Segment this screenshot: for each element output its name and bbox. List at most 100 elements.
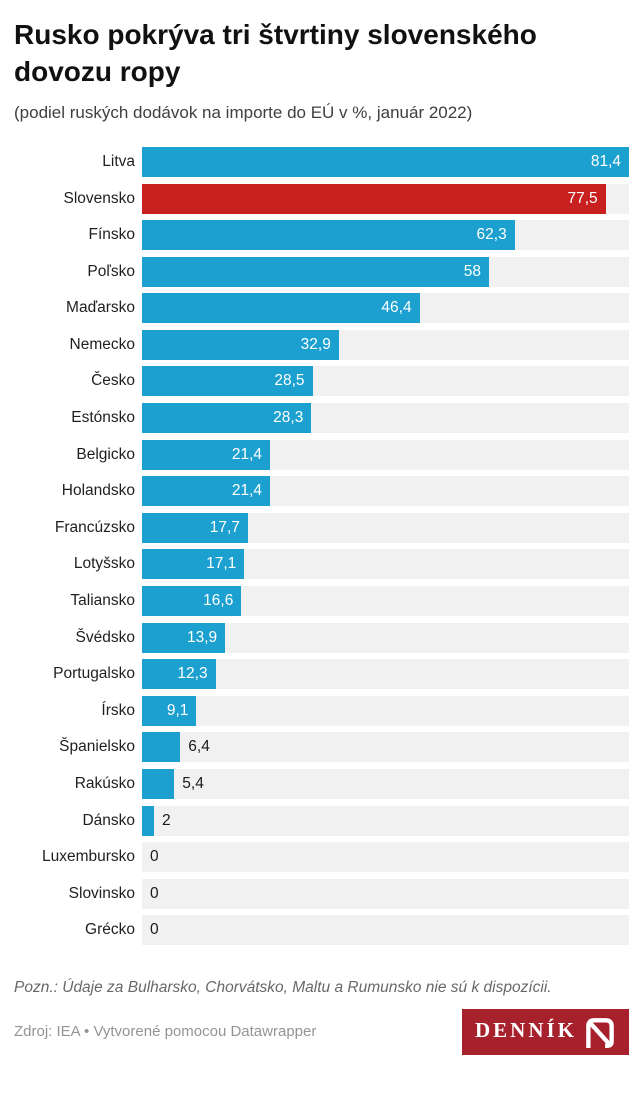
bar-chart: Litva 81,4 Slovensko 77,5 Fínsko 62,3 Poľsko 58… xyxy=(14,146,629,946)
value-label: 5,4 xyxy=(182,775,204,792)
value-label: 12,3 xyxy=(177,665,208,683)
value-label: 0 xyxy=(150,884,159,902)
country-label: Luxembursko xyxy=(41,848,135,866)
country-label: Francúzsko xyxy=(54,518,135,536)
bar-track: 9,1 xyxy=(142,695,629,726)
bar-row: Lotyšsko 17,1 xyxy=(14,549,629,580)
country-label: Maďarsko xyxy=(66,299,135,317)
country-label: Taliansko xyxy=(70,592,135,610)
value-label: 21,4 xyxy=(231,482,263,500)
bar-row: Maďarsko 46,4 xyxy=(14,293,629,324)
value-label: 13,9 xyxy=(186,628,218,646)
bar-highlighted: 77,5 xyxy=(142,183,606,214)
bar-track: 81,4 xyxy=(142,146,629,177)
value-label: 21,4 xyxy=(231,445,263,463)
bar-track: 77,5 xyxy=(142,183,629,214)
bar-track: 62,3 xyxy=(142,220,629,251)
bar-row: Poľsko 58 xyxy=(14,256,629,287)
value-label: 17,7 xyxy=(209,518,240,536)
bar: 21,4 xyxy=(142,439,271,470)
bar: 16,6 xyxy=(142,586,242,617)
country-label: Portugalsko xyxy=(53,665,135,683)
bar-row: Dánsko 2 xyxy=(14,805,629,836)
bar xyxy=(142,769,175,799)
value-label: 6,4 xyxy=(188,738,210,756)
value-label: 32,9 xyxy=(300,335,331,353)
country-label: Grécko xyxy=(85,921,135,939)
bar-row: Španielsko 6,4 xyxy=(14,732,629,763)
country-label: Írsko xyxy=(101,701,135,719)
bar-track: 5,4 xyxy=(142,769,629,799)
source-line: Zdroj: IEA • Vytvorené pomocou Datawrapp… xyxy=(14,1023,317,1041)
bar-row: Fínsko 62,3 xyxy=(14,220,629,251)
value-label: 0 xyxy=(150,921,159,939)
dennik-n-logo: DENNÍK xyxy=(461,1008,629,1055)
country-label: Španielsko xyxy=(59,738,135,756)
country-label: Rakúsko xyxy=(74,775,135,792)
country-label: Švédsko xyxy=(75,628,135,646)
bar: 81,4 xyxy=(142,146,629,177)
bar-row: Luxembursko 0 xyxy=(14,842,629,873)
bar: 28,5 xyxy=(142,366,313,397)
chart-subtitle: (podiel ruských dodávok na importe do EÚ… xyxy=(14,102,473,122)
country-label: Česko xyxy=(91,372,135,390)
value-label: 58 xyxy=(463,262,481,280)
bar-track: 21,4 xyxy=(142,439,629,470)
bar-row: Taliansko 16,6 xyxy=(14,586,629,617)
bar-track: 28,3 xyxy=(142,403,629,434)
bar-row: Írsko 9,1 xyxy=(14,695,629,726)
value-label: 46,4 xyxy=(381,299,412,317)
bar: 58 xyxy=(142,256,489,287)
bar-row: Slovensko 77,5 xyxy=(14,183,629,214)
bar-track: 21,4 xyxy=(142,476,629,507)
bar-track: 58 xyxy=(142,256,629,287)
value-label: 28,5 xyxy=(274,372,305,390)
country-label: Poľsko xyxy=(87,262,135,280)
bar: 46,4 xyxy=(142,293,420,324)
bar-row: Litva 81,4 xyxy=(14,146,629,177)
bar-track: 46,4 xyxy=(142,293,629,324)
bar-track: 0 xyxy=(142,878,629,909)
bar: 9,1 xyxy=(142,695,197,726)
dennik-n-logo-text: DENNÍK xyxy=(474,1018,577,1043)
chart-footer: Zdroj: IEA • Vytvorené pomocou Datawrapp… xyxy=(14,1008,629,1055)
value-label: 28,3 xyxy=(273,409,304,427)
bar-track: 13,9 xyxy=(142,622,629,653)
bar-track: 16,6 xyxy=(142,586,629,617)
country-label: Nemecko xyxy=(69,335,135,353)
bar-row: Rakúsko 5,4 xyxy=(14,769,629,799)
bar-track: 12,3 xyxy=(142,659,629,690)
bar-row: Nemecko 32,9 xyxy=(14,329,629,360)
bar-row: Holandsko 21,4 xyxy=(14,476,629,507)
value-label: 62,3 xyxy=(476,226,507,244)
bar-track: 2 xyxy=(142,805,629,836)
country-label: Belgicko xyxy=(76,445,135,463)
bar-row: Grécko 0 xyxy=(14,915,629,946)
country-label: Fínsko xyxy=(88,226,135,244)
bar: 28,3 xyxy=(142,403,312,434)
bar: 17,7 xyxy=(142,512,248,543)
value-label: 0 xyxy=(150,848,159,866)
country-label: Slovensko xyxy=(63,189,135,207)
bar-track: 17,7 xyxy=(142,512,629,543)
value-label: 77,5 xyxy=(567,189,598,207)
chart-note: Pozn.: Údaje za Bulharsko, Chorvátsko, M… xyxy=(14,979,552,997)
bar-row: Portugalsko 12,3 xyxy=(14,659,629,690)
country-label: Slovinsko xyxy=(68,884,135,902)
bar: 17,1 xyxy=(142,549,245,580)
bar xyxy=(142,805,154,836)
value-label: 16,6 xyxy=(203,592,234,610)
country-label: Litva xyxy=(102,152,135,170)
value-label: 2 xyxy=(161,811,171,829)
bar-row: Belgicko 21,4 xyxy=(14,439,629,470)
bar-track: 17,1 xyxy=(142,549,629,580)
bar-row: Česko 28,5 xyxy=(14,366,629,397)
bar: 62,3 xyxy=(142,220,515,251)
chart-title: Rusko pokrýva tri štvrtiny slovenského d… xyxy=(14,19,537,87)
bar-track: 6,4 xyxy=(142,732,629,763)
bar-row: Francúzsko 17,7 xyxy=(14,512,629,543)
country-label: Estónsko xyxy=(71,409,135,427)
bar-row: Estónsko 28,3 xyxy=(14,403,629,434)
country-label: Lotyšsko xyxy=(73,555,135,573)
